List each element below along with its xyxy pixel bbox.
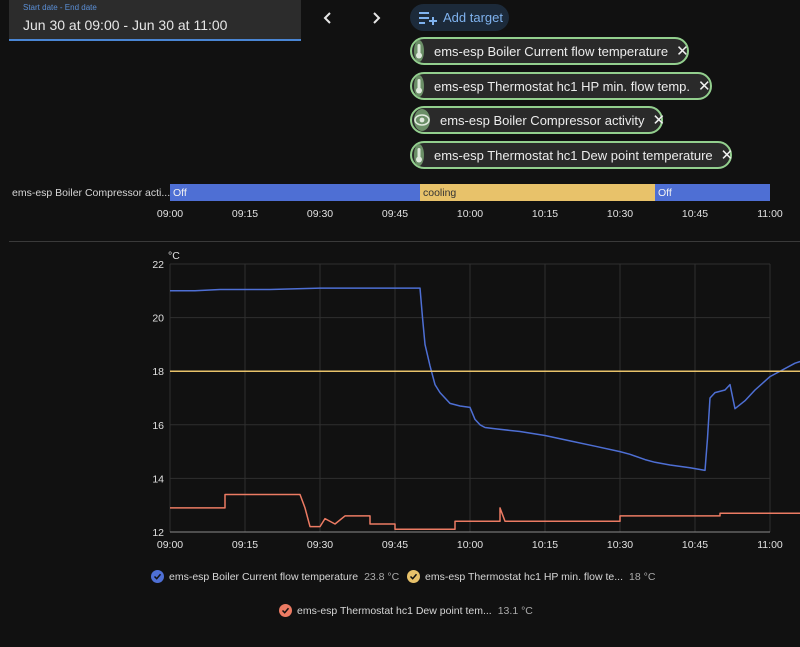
timeline-x-tick: 11:00 [757, 208, 783, 220]
close-icon[interactable]: ✕ [720, 147, 734, 164]
timeline-segment [655, 184, 770, 201]
legend-series-name: ems-esp Boiler Current flow temperature [169, 570, 359, 583]
y-tick-label: 12 [152, 527, 164, 539]
date-range-value: Jun 30 at 09:00 - Jun 30 at 11:00 [23, 17, 228, 33]
thermometer-icon [414, 144, 424, 166]
y-unit-label: °C [168, 250, 180, 262]
timeline-row-label: ems-esp Boiler Compressor acti... [12, 187, 170, 199]
check-circle-icon [151, 570, 164, 583]
x-tick-label: 10:00 [457, 539, 483, 551]
eye-icon [414, 109, 430, 131]
legend-series-value: 18 °C [629, 570, 656, 583]
y-tick-label: 14 [152, 473, 164, 485]
timeline-x-tick: 10:45 [682, 208, 708, 220]
thermometer-icon [414, 40, 424, 62]
target-chip-label: ems-esp Thermostat hc1 HP min. flow temp… [434, 78, 691, 94]
x-tick-label: 10:45 [682, 539, 708, 551]
thermometer-icon [414, 75, 424, 97]
x-tick-label: 10:30 [607, 539, 633, 551]
add-target-button[interactable]: Add target [410, 4, 509, 31]
legend-item-flow-temp[interactable]: ems-esp Boiler Current flow temperature … [151, 570, 399, 583]
legend-item-dew-point[interactable]: ems-esp Thermostat hc1 Dew point tem... … [279, 604, 533, 617]
target-chip-boiler-flow-temp[interactable]: ems-esp Boiler Current flow temperature … [410, 37, 689, 65]
timeline-x-tick: 09:00 [157, 208, 183, 220]
legend-series-value: 23.8 °C [364, 570, 400, 583]
timeline-x-tick: 09:45 [382, 208, 408, 220]
target-chip-compressor-activity[interactable]: ems-esp Boiler Compressor activity ✕ [410, 106, 666, 134]
target-chip-hp-min-flow-temp[interactable]: ems-esp Thermostat hc1 HP min. flow temp… [410, 72, 712, 100]
x-tick-label: 10:15 [532, 539, 558, 551]
previous-range-button[interactable] [316, 6, 340, 30]
timeline-x-tick: 10:15 [532, 208, 558, 220]
series-line-flow-temp [170, 287, 800, 472]
timeline-x-tick: 10:30 [607, 208, 633, 220]
temperature-line-chart: 12 14 16 18 20 22 09:00 09:15 09:30 09:45 10:00 10:… [152, 250, 800, 551]
check-circle-icon [279, 604, 292, 617]
timeline-x-tick: 09:15 [232, 208, 258, 220]
y-tick-label: 16 [152, 420, 164, 432]
timeline-segment [170, 184, 420, 201]
divider [9, 241, 800, 242]
timeline-segment-label: cooling [423, 187, 456, 199]
next-range-button[interactable] [364, 6, 388, 30]
close-icon[interactable]: ✕ [698, 78, 711, 95]
y-tick-label: 18 [152, 366, 164, 378]
timeline-segment-label: Off [173, 187, 187, 199]
target-chip-label: ems-esp Boiler Current flow temperature [434, 43, 669, 59]
date-range-label: Start date - End date [23, 3, 97, 12]
y-tick-label: 22 [152, 259, 164, 271]
timeline-x-tick: 10:00 [457, 208, 483, 220]
check-circle-icon [407, 570, 420, 583]
timeline-segment-label: Off [658, 187, 672, 199]
legend-series-value: 13.1 °C [497, 604, 533, 617]
series-line-dew-point [170, 493, 800, 531]
x-tick-label: 09:30 [307, 539, 333, 551]
legend-item-hp-min-flow[interactable]: ems-esp Thermostat hc1 HP min. flow te..… [407, 570, 655, 583]
x-tick-label: 09:15 [232, 539, 258, 551]
chevron-right-icon [373, 12, 381, 24]
close-icon[interactable]: ✕ [652, 112, 666, 129]
playlist-add-icon [419, 11, 437, 25]
close-icon[interactable]: ✕ [676, 43, 689, 60]
date-range-field[interactable]: Start date - End date Jun 30 at 09:00 - … [9, 0, 301, 41]
y-tick-label: 20 [152, 313, 164, 325]
x-tick-label: 09:45 [382, 539, 408, 551]
legend-series-name: ems-esp Thermostat hc1 Dew point tem... [297, 604, 492, 617]
compressor-timeline-chart: ems-esp Boiler Compressor acti... Off cool… [12, 184, 783, 220]
x-tick-label: 11:00 [757, 539, 783, 551]
target-chip-dew-point-temp[interactable]: ems-esp Thermostat hc1 Dew point tempera… [410, 141, 734, 169]
target-chip-label: ems-esp Boiler Compressor activity [440, 112, 645, 128]
x-tick-label: 09:00 [157, 539, 183, 551]
chevron-left-icon [323, 12, 331, 24]
legend-series-name: ems-esp Thermostat hc1 HP min. flow te..… [425, 570, 624, 583]
add-target-label: Add target [443, 10, 503, 25]
timeline-segment [420, 184, 655, 201]
target-chip-label: ems-esp Thermostat hc1 Dew point tempera… [434, 147, 713, 163]
timeline-x-tick: 09:30 [307, 208, 333, 220]
